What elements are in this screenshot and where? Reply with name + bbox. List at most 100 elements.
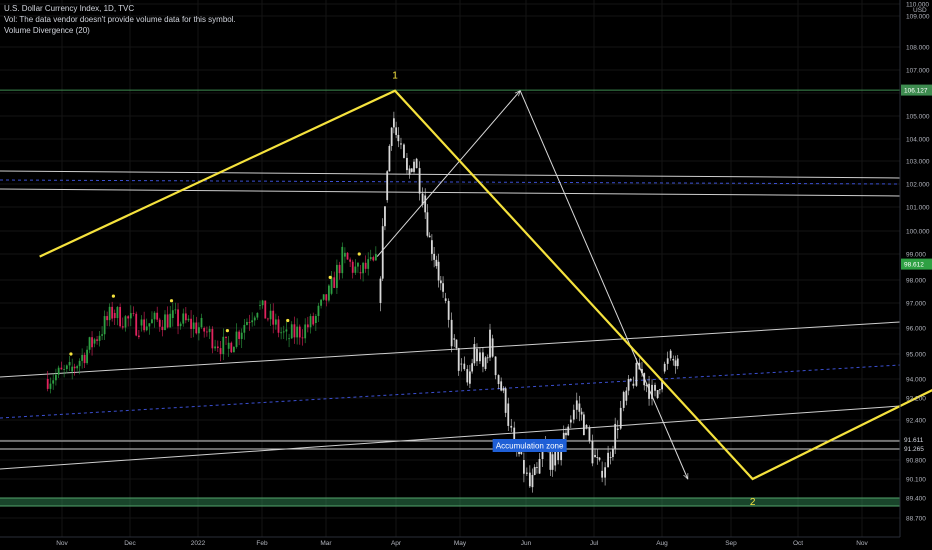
candle-body	[538, 459, 541, 474]
candle-body	[195, 322, 198, 334]
candle-body	[453, 338, 456, 340]
price-tick-label: 107.000	[906, 68, 930, 75]
candle-body	[567, 426, 570, 436]
wave-label-2: 2	[750, 497, 756, 508]
candle-body	[504, 388, 507, 413]
candle-body	[663, 363, 666, 372]
signal-dot	[225, 329, 229, 333]
candle-body	[156, 312, 159, 320]
candle-body	[632, 383, 635, 386]
candle-body	[601, 470, 604, 478]
candle-body	[103, 316, 106, 335]
candle-body	[569, 419, 572, 423]
candle-body	[177, 309, 179, 327]
candle-body	[528, 472, 531, 487]
candle-body	[63, 369, 66, 370]
price-tick-label: 104.000	[906, 137, 930, 144]
candle-body	[410, 168, 413, 172]
candle-body	[288, 338, 290, 340]
price-label-box	[901, 258, 932, 270]
candle-body	[466, 369, 469, 383]
candle-body	[143, 319, 146, 331]
candle-body	[484, 357, 487, 369]
candle-body	[357, 262, 359, 267]
candle-body	[629, 378, 632, 381]
candle-body	[153, 312, 156, 320]
candle-body	[406, 157, 408, 171]
time-axis[interactable]: Nov Dec 2022 Feb Mar Apr May Jun Jul Aug Sep Oct Nov	[0, 536, 900, 547]
projection-arrow-down[interactable]	[519, 90, 689, 479]
signal-markers	[69, 252, 361, 356]
elliott-wave-line[interactable]	[39, 89, 932, 481]
candle-body	[124, 316, 127, 328]
candle-body	[140, 319, 143, 326]
candle-body	[614, 423, 617, 449]
price-tick-label: 88.700	[906, 516, 926, 523]
candle-body	[439, 280, 442, 284]
candle-body	[510, 425, 513, 428]
candle-body	[418, 168, 421, 194]
candle-body	[171, 310, 174, 318]
candle-body	[444, 298, 447, 301]
candle-body	[211, 328, 214, 349]
candle-body	[214, 346, 216, 349]
candle-body	[60, 367, 63, 370]
candle-body	[479, 352, 481, 362]
candle-body	[622, 392, 625, 408]
candle-body	[206, 331, 208, 333]
currency-label: USD	[913, 7, 927, 14]
wave-line[interactable]	[39, 89, 932, 481]
price-label-box	[901, 84, 932, 96]
candle-body	[386, 171, 389, 201]
candle-body	[91, 337, 93, 348]
upper-trend-line[interactable]	[0, 321, 901, 378]
candle-body	[565, 432, 567, 436]
candle-body	[96, 339, 98, 341]
candle-body	[369, 257, 372, 260]
candle-body	[301, 337, 304, 339]
candle-body	[264, 300, 267, 319]
candle-body	[169, 313, 172, 328]
chart-labels: 1 2 Accumulation zone	[392, 71, 756, 508]
candle-body	[187, 318, 190, 321]
symbol-title[interactable]: U.S. Dollar Currency Index, 1D, TVC	[4, 4, 135, 13]
candle-body	[408, 168, 411, 175]
candle-body	[572, 409, 575, 420]
candle-body	[489, 329, 491, 358]
channel-line-bottom[interactable]	[0, 188, 901, 197]
candle-body	[203, 328, 206, 332]
candle-body	[216, 346, 219, 349]
candle-body	[277, 319, 280, 333]
lower-trend-line[interactable]	[0, 405, 901, 470]
candle-body	[669, 350, 672, 359]
candle-body	[200, 317, 203, 328]
candle-body	[616, 428, 619, 430]
candle-body	[312, 316, 315, 325]
candle-body	[531, 475, 534, 488]
candle-body	[233, 346, 235, 353]
candle-body	[145, 326, 148, 331]
candle-body	[403, 144, 405, 158]
indicator-name[interactable]: Volume Divergence (20)	[4, 26, 90, 35]
price-axis[interactable]: 110.000109.000108.000107.000106.000105.0…	[899, 0, 932, 537]
projection-arrow-up[interactable]	[376, 91, 520, 257]
candle-body	[322, 294, 325, 300]
price-tick-label: 93.200	[906, 396, 926, 403]
candle-body	[314, 315, 317, 323]
candle-body	[651, 384, 653, 399]
channel-line-top[interactable]	[0, 170, 901, 179]
candle-body	[246, 321, 248, 325]
candle-body	[541, 449, 544, 460]
candle-body	[625, 390, 628, 401]
candle-body	[320, 299, 322, 306]
candle-body	[76, 366, 79, 369]
projection-arrows[interactable]	[376, 90, 689, 479]
price-tick-label: 98.000	[906, 278, 926, 285]
candle-body	[450, 319, 453, 347]
trend-lines[interactable]	[0, 89, 901, 470]
dashed-trend-line[interactable]	[0, 364, 901, 419]
time-tick-label: Aug	[656, 540, 668, 547]
candle-body	[330, 277, 333, 294]
dashed-channel-midline[interactable]	[0, 179, 901, 185]
